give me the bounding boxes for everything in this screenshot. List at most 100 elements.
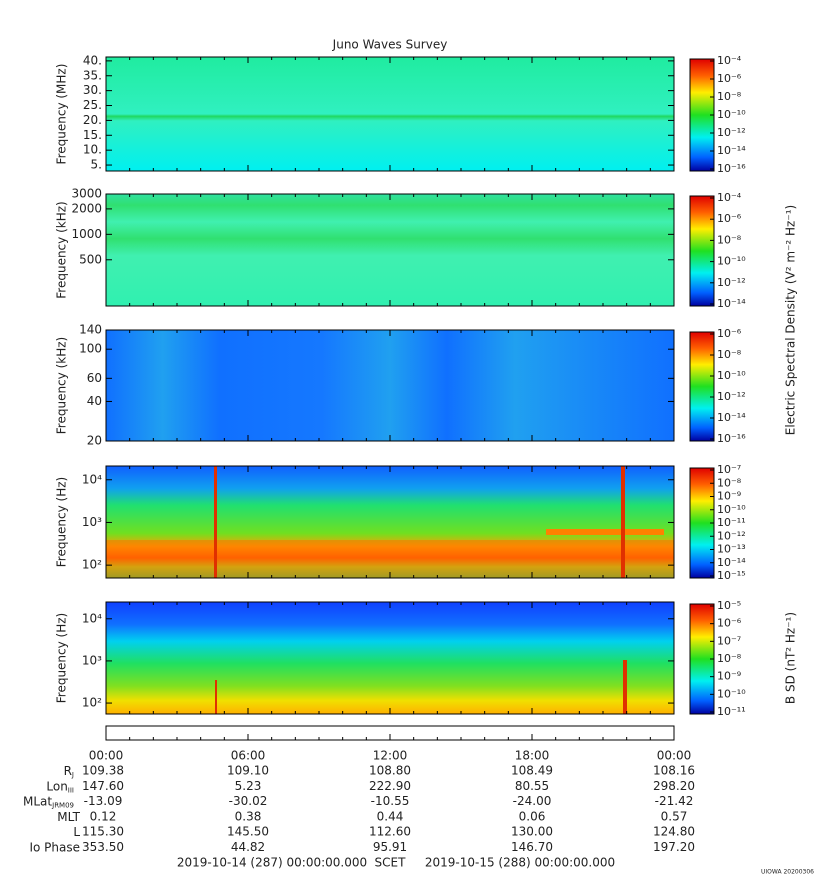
y-axis-label: Frequency (MHz) — [55, 64, 69, 165]
y-axis-label: Frequency (kHz) — [55, 201, 69, 298]
cbar-tick-label: 10⁻⁶ — [717, 617, 742, 630]
eph-value: 145.50 — [227, 825, 269, 839]
y-axis-label: Frequency (Hz) — [55, 477, 69, 568]
y-tick-label: 10⁴ — [82, 472, 102, 486]
x-tick-label: 00:00 — [657, 749, 692, 763]
eph-label-text: Io Phase — [29, 840, 80, 854]
eph-value: 95.91 — [373, 840, 407, 854]
y-tick-label: 20 — [87, 434, 102, 448]
eph-value: 0.38 — [235, 809, 262, 823]
cbar-tick-label: 10⁻¹⁶ — [717, 432, 746, 445]
eph-value: 0.06 — [519, 809, 546, 823]
eph-value: 80.55 — [515, 779, 549, 793]
e-cbar-label: Electric Spectral Density (V² m⁻² Hz⁻¹) — [784, 205, 798, 435]
y-tick-label: 10. — [83, 143, 102, 157]
b-cbar-label: B SD (nT² Hz⁻¹) — [784, 612, 798, 704]
cbar-tick-label: 10⁻⁹ — [717, 670, 741, 683]
cbar-tick-label: 10⁻¹² — [717, 390, 746, 403]
y-tick-label: 2000 — [71, 201, 102, 215]
y-tick-label: 10³ — [82, 515, 102, 529]
cbar-tick-label: 10⁻¹⁰ — [717, 687, 746, 700]
colorbar — [689, 195, 715, 307]
eph-value: 0.12 — [90, 809, 117, 823]
end-time: 2019-10-15 (288) 00:00:00.000 — [425, 856, 615, 870]
eph-value: 108.49 — [511, 764, 553, 778]
eph-value: 112.60 — [369, 825, 411, 839]
line-feature — [546, 529, 664, 535]
cbar-tick-label: 10⁻⁹ — [717, 490, 741, 503]
eph-label: MLT — [57, 809, 80, 823]
cbar-tick-label: 10⁻¹⁶ — [717, 162, 746, 175]
cbar-tick-label: 10⁻⁴ — [717, 54, 742, 67]
eph-label-text: MLT — [57, 809, 80, 823]
cbar-tick-label: 10⁻¹² — [717, 276, 746, 289]
y-tick-label: 3000 — [71, 187, 102, 201]
cbar-tick-label: 10⁻⁶ — [717, 72, 742, 85]
cbar-tick-label: 10⁻¹⁴ — [717, 556, 746, 569]
y-tick-label: 35. — [83, 68, 102, 82]
eph-value: 130.00 — [511, 825, 553, 839]
spectrogram — [106, 602, 674, 714]
cbar-tick-label: 10⁻¹⁰ — [717, 369, 746, 382]
eph-label-sub: JRM09 — [51, 802, 74, 810]
eph-label-text: R — [64, 764, 72, 778]
cbar-tick-label: 10⁻⁵ — [717, 599, 741, 612]
eph-value: 109.10 — [227, 764, 269, 778]
eph-label: L — [73, 825, 80, 839]
cbar-tick-label: 10⁻¹⁰ — [717, 255, 746, 268]
scet: SCET — [375, 856, 407, 870]
eph-label-sub: J — [71, 771, 74, 779]
spike — [214, 466, 217, 578]
cbar-tick-label: 10⁻¹⁴ — [717, 144, 746, 157]
x-tick-label: 12:00 — [373, 749, 408, 763]
y-tick-label: 5. — [91, 158, 102, 172]
eph-value: 197.20 — [653, 840, 695, 854]
band — [106, 540, 674, 578]
cbar-tick-label: 10⁻⁷ — [717, 634, 741, 647]
y-tick-label: 1000 — [71, 227, 102, 241]
eph-label: RJ — [64, 764, 74, 780]
eph-value: -30.02 — [229, 794, 268, 808]
y-tick-label: 25. — [83, 98, 102, 112]
eph-value: -10.55 — [371, 794, 410, 808]
y-tick-label: 10³ — [82, 653, 102, 667]
spectrogram — [106, 330, 674, 441]
eph-value: 5.23 — [235, 779, 262, 793]
cbar-tick-label: 10⁻⁶ — [717, 327, 742, 340]
eph-value: 44.82 — [231, 840, 265, 854]
cbar-tick-label: 10⁻⁸ — [717, 348, 742, 361]
cbar-tick-label: 10⁻¹⁰ — [717, 108, 746, 121]
eph-value: 0.44 — [377, 809, 404, 823]
eph-value: 109.38 — [82, 764, 124, 778]
cbar-tick-label: 10⁻¹¹ — [717, 516, 746, 529]
y-tick-label: 100 — [79, 342, 102, 356]
spectrogram — [106, 57, 674, 171]
eph-value: 147.60 — [82, 779, 124, 793]
y-tick-label: 500 — [79, 252, 102, 266]
eph-label-text: Lon — [46, 779, 67, 793]
eph-value: 115.30 — [82, 825, 124, 839]
eph-label-text: MLat — [23, 794, 52, 808]
y-tick-label: 10² — [82, 558, 102, 572]
y-tick-label: 10² — [82, 696, 102, 710]
spike — [215, 680, 217, 714]
eph-label-sub: III — [68, 786, 74, 794]
eph-value: 222.90 — [369, 779, 411, 793]
eph-value: 0.57 — [661, 809, 688, 823]
cbar-tick-label: 10⁻⁴ — [717, 191, 742, 204]
eph-value: 108.16 — [653, 764, 695, 778]
cbar-tick-label: 10⁻⁸ — [717, 233, 742, 246]
title: Juno Waves Survey — [332, 38, 448, 52]
x-tick-label: 18:00 — [515, 749, 550, 763]
cbar-tick-label: 10⁻¹² — [717, 529, 746, 542]
cbar-tick-label: 10⁻¹⁵ — [717, 569, 746, 582]
eph-value: 124.80 — [653, 825, 695, 839]
cbar-tick-label: 10⁻⁶ — [717, 212, 742, 225]
y-axis-label: Frequency (Hz) — [55, 613, 69, 704]
colorbar — [689, 331, 715, 442]
y-tick-label: 40. — [83, 53, 102, 67]
cbar-tick-label: 10⁻¹⁰ — [717, 503, 746, 516]
x-tick-label: 00:00 — [89, 749, 124, 763]
y-tick-label: 10⁴ — [82, 611, 102, 625]
